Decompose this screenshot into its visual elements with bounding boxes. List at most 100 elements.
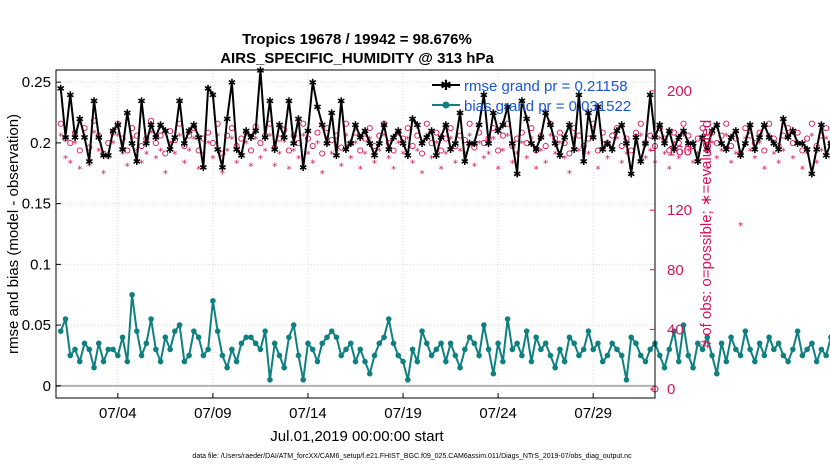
obs-evaluated-point: * — [576, 147, 581, 158]
y-tick-label: 0.2 — [30, 135, 51, 152]
rmse-point: ✱ — [142, 139, 150, 150]
obs-evaluated-point: * — [781, 147, 786, 158]
obs-possible-point — [523, 140, 530, 147]
obs-evaluated-point: * — [481, 154, 486, 165]
bias-point — [747, 346, 753, 353]
obs-evaluated-point: * — [215, 132, 220, 143]
obs-possible-point — [680, 120, 687, 127]
obs-evaluated-point: * — [363, 149, 368, 160]
x-tick-label: 07/14 — [289, 405, 327, 422]
obs-evaluated-point: * — [434, 139, 439, 150]
rmse-point: ✱ — [95, 133, 103, 144]
rmse-point: ✱ — [679, 127, 687, 138]
obs-evaluated-point: * — [714, 154, 719, 165]
obs-evaluated-point: * — [719, 147, 724, 158]
rmse-point: ✱ — [351, 121, 359, 132]
rmse-point: ✱ — [237, 151, 245, 162]
bias-point — [790, 346, 796, 353]
rmse-point: ✱ — [694, 157, 702, 168]
bias-point — [476, 352, 482, 359]
rmse-point: ✱ — [589, 133, 597, 144]
obs-possible-point — [67, 140, 74, 147]
rmse-point: ✱ — [827, 139, 830, 150]
rmse-point: ✱ — [774, 145, 782, 156]
legend: ✱ rmse grand pr = 0.21158 bias grand pr … — [432, 78, 631, 115]
rmse-point: ✱ — [280, 133, 288, 144]
bias-point — [191, 328, 197, 334]
bias-point — [381, 334, 387, 341]
rmse-point: ✱ — [318, 121, 326, 132]
rmse-point: ✱ — [808, 169, 816, 180]
bias-point — [186, 352, 192, 359]
rmse-point: ✱ — [118, 145, 126, 156]
obs-possible-point — [309, 142, 316, 150]
obs-possible-point — [167, 128, 174, 135]
rmse-point: ✱ — [803, 145, 811, 156]
obs-possible-point — [181, 142, 188, 150]
obs-evaluated-point: * — [686, 147, 691, 158]
rmse-point: ✱ — [779, 115, 787, 126]
rmse-point: ✱ — [194, 133, 202, 144]
rmse-point: ✱ — [408, 115, 416, 126]
rmse-point: ✱ — [817, 121, 825, 132]
obs-evaluated-point: * — [63, 154, 68, 165]
bias-point — [813, 358, 820, 365]
obs-evaluated-point: * — [125, 161, 130, 172]
rmse-point: ✱ — [128, 139, 136, 150]
obs-possible-point — [357, 147, 364, 154]
bias-point — [319, 340, 326, 347]
bias-point — [519, 352, 525, 359]
bias-point — [162, 334, 169, 341]
bias-point — [428, 352, 435, 359]
obs-evaluated-point: * — [263, 147, 268, 158]
rmse-point: ✱ — [722, 145, 730, 156]
rmse-point: ✱ — [599, 145, 607, 156]
rmse-point: ✱ — [114, 121, 122, 132]
bias-point — [775, 340, 782, 347]
obs-possible-point — [247, 147, 254, 154]
obs-evaluated-point: * — [92, 129, 97, 140]
obs-possible-point — [566, 150, 573, 157]
rmse-point: ✱ — [532, 145, 540, 156]
obs-evaluated-point: * — [106, 154, 111, 165]
obs-evaluated-point: * — [477, 139, 482, 150]
rmse-point: ✱ — [137, 96, 145, 107]
bias-point — [210, 298, 216, 304]
obs-evaluated-point: * — [633, 139, 638, 150]
rmse-point: ✱ — [503, 102, 511, 113]
x-tick-label: 07/09 — [194, 405, 232, 422]
rmse-point: ✱ — [223, 115, 231, 126]
obs-evaluated-point: * — [382, 132, 387, 143]
bias-point — [756, 340, 763, 347]
obs-evaluated-point: * — [296, 154, 301, 165]
rmse-point: ✱ — [190, 121, 198, 132]
rmse-point: ✱ — [133, 157, 141, 168]
bias-point — [148, 316, 154, 322]
obs-evaluated-point: * — [111, 139, 116, 150]
y-tick-label: 0.05 — [22, 317, 51, 334]
rmse-point: ✱ — [385, 145, 393, 156]
obs-evaluated-point: * — [277, 149, 282, 160]
bias-point — [419, 328, 425, 334]
obs-evaluated-point: * — [548, 132, 553, 143]
rmse-point: ✱ — [575, 90, 583, 101]
obs-evaluated-point: * — [657, 135, 662, 146]
obs-possible-point — [556, 129, 563, 136]
obs-evaluated-point: * — [396, 139, 401, 150]
obs-evaluated-point: * — [519, 139, 524, 150]
obs-evaluated-point: * — [790, 154, 795, 165]
obs-evaluated-point: * — [567, 169, 572, 180]
obs-evaluated-point: * — [648, 147, 653, 158]
obs-evaluated-point: * — [752, 154, 757, 165]
rmse-point: ✱ — [85, 157, 93, 168]
rmse-point: ✱ — [152, 133, 160, 144]
rmse-point: ✱ — [261, 133, 269, 144]
bias-point — [352, 358, 359, 365]
rmse-point: ✱ — [717, 139, 725, 150]
obs-evaluated-point: * — [377, 147, 382, 158]
rmse-point: ✱ — [232, 145, 240, 156]
obs-evaluated-point: * — [591, 132, 596, 143]
bias-point — [714, 370, 720, 377]
bias-point — [557, 346, 563, 353]
bias-point — [633, 340, 639, 347]
